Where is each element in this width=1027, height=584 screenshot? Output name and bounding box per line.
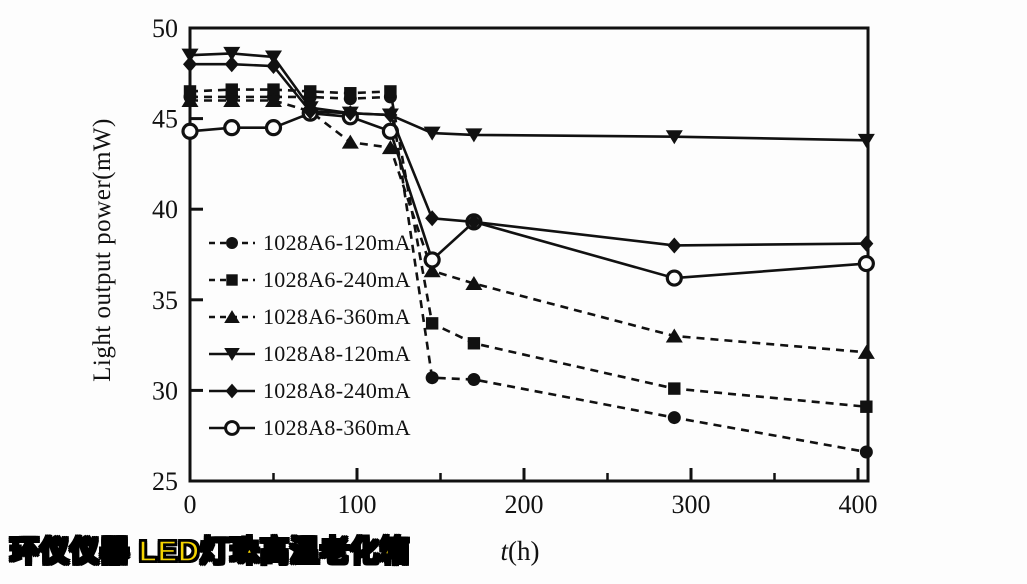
- svg-text:45: 45: [152, 105, 178, 134]
- svg-text:100: 100: [338, 490, 377, 519]
- watermark-text: 环仪仪器 LED灯珠高温老化箱: [9, 535, 411, 569]
- legend-item-1028a8-360ma: 1028A8-360mA: [208, 409, 411, 446]
- legend-label: 1028A8-120mA: [263, 340, 411, 366]
- legend-diamond-icon: [209, 383, 255, 398]
- legend-item-1028a6-240ma: 1028A6-240mA: [208, 261, 411, 298]
- legend-label: 1028A6-360mA: [263, 303, 411, 329]
- chart-legend: 1028A6-120mA 1028A6-240mA 1028A6-360mA 1028…: [208, 224, 411, 446]
- svg-text:400: 400: [839, 490, 878, 519]
- x-axis-title-unit: (h): [508, 536, 540, 566]
- x-axis-title: t(h): [501, 536, 540, 567]
- legend-circle-icon: [209, 236, 255, 249]
- y-axis-title-text: Light output power(mW): [89, 118, 116, 382]
- legend-label: 1028A8-240mA: [263, 377, 411, 403]
- svg-text:0: 0: [184, 490, 197, 519]
- x-axis-title-var: t: [500, 536, 509, 566]
- legend-open-circle-icon: [209, 419, 255, 436]
- legend-item-1028a8-120ma: 1028A8-120mA: [208, 335, 411, 372]
- legend-triangle-down-icon: [209, 347, 255, 361]
- legend-triangle-up-icon: [209, 309, 255, 323]
- svg-text:300: 300: [672, 490, 711, 519]
- legend-label: 1028A8-360mA: [263, 414, 411, 440]
- svg-text:200: 200: [505, 490, 544, 519]
- svg-text:50: 50: [152, 14, 178, 43]
- legend-label: 1028A6-120mA: [263, 229, 411, 255]
- y-axis-title: Light output power(mW): [89, 118, 117, 382]
- svg-text:40: 40: [152, 195, 178, 224]
- legend-item-1028a6-120ma: 1028A6-120mA: [208, 224, 411, 261]
- legend-item-1028a8-240ma: 1028A8-240mA: [208, 372, 411, 409]
- legend-square-icon: [209, 273, 255, 286]
- legend-item-1028a6-360ma: 1028A6-360mA: [208, 298, 411, 335]
- svg-text:35: 35: [152, 286, 178, 315]
- svg-text:25: 25: [152, 467, 178, 496]
- legend-label: 1028A6-240mA: [263, 266, 411, 292]
- svg-text:30: 30: [152, 376, 178, 405]
